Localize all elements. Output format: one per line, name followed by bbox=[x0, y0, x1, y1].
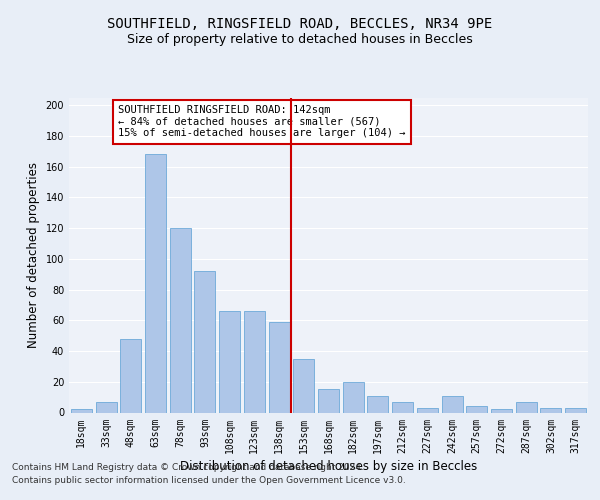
Text: Contains HM Land Registry data © Crown copyright and database right 2024.: Contains HM Land Registry data © Crown c… bbox=[12, 464, 364, 472]
Bar bbox=[244, 311, 265, 412]
Bar bbox=[491, 410, 512, 412]
Bar bbox=[269, 322, 290, 412]
Bar bbox=[95, 402, 116, 412]
Bar bbox=[343, 382, 364, 412]
Bar bbox=[466, 406, 487, 412]
Bar bbox=[293, 358, 314, 412]
Bar bbox=[417, 408, 438, 412]
Bar bbox=[120, 338, 141, 412]
Bar bbox=[145, 154, 166, 412]
Text: SOUTHFIELD, RINGSFIELD ROAD, BECCLES, NR34 9PE: SOUTHFIELD, RINGSFIELD ROAD, BECCLES, NR… bbox=[107, 18, 493, 32]
Bar bbox=[219, 311, 240, 412]
Text: Size of property relative to detached houses in Beccles: Size of property relative to detached ho… bbox=[127, 32, 473, 46]
Text: SOUTHFIELD RINGSFIELD ROAD: 142sqm
← 84% of detached houses are smaller (567)
15: SOUTHFIELD RINGSFIELD ROAD: 142sqm ← 84%… bbox=[118, 105, 406, 138]
Text: Contains public sector information licensed under the Open Government Licence v3: Contains public sector information licen… bbox=[12, 476, 406, 485]
Bar bbox=[541, 408, 562, 412]
Bar bbox=[367, 396, 388, 412]
Bar bbox=[170, 228, 191, 412]
Bar bbox=[392, 402, 413, 412]
Bar bbox=[565, 408, 586, 412]
Bar bbox=[71, 410, 92, 412]
Y-axis label: Number of detached properties: Number of detached properties bbox=[27, 162, 40, 348]
Bar bbox=[442, 396, 463, 412]
Bar bbox=[318, 390, 339, 412]
Bar bbox=[516, 402, 537, 412]
Bar bbox=[194, 271, 215, 412]
X-axis label: Distribution of detached houses by size in Beccles: Distribution of detached houses by size … bbox=[180, 460, 477, 472]
